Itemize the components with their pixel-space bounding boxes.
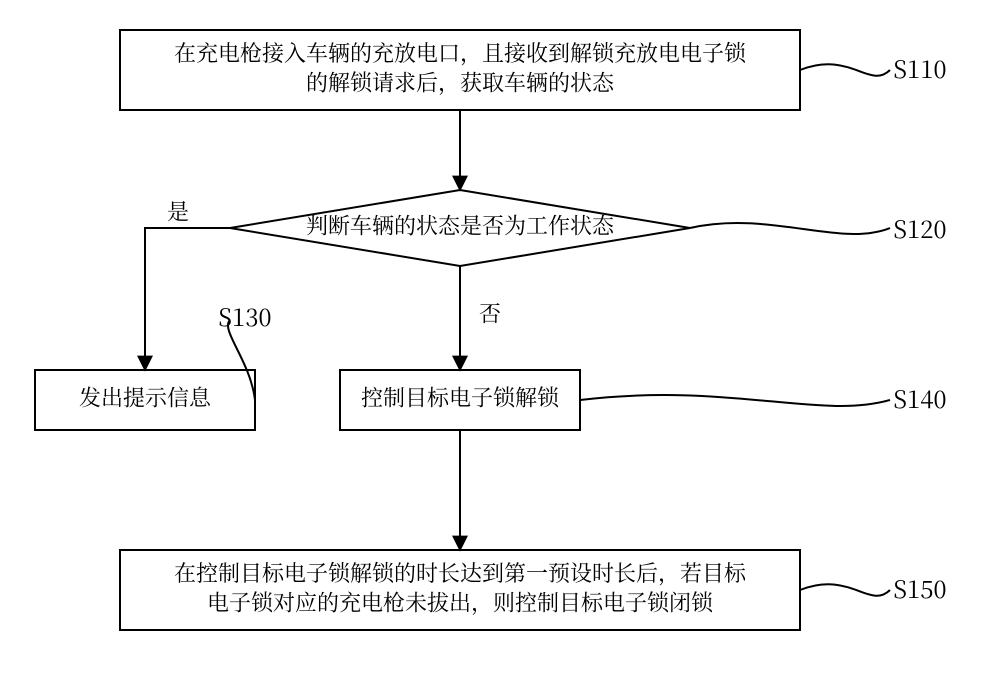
step-label-s130: S130 [218,298,271,333]
step-label-s110: S110 [893,50,946,85]
svg-text:在控制目标电子锁解锁的时长达到第一预设时长后，若目标: 在控制目标电子锁解锁的时长达到第一预设时长后，若目标 [174,557,747,588]
svg-text:电子锁对应的充电枪未拔出，则控制目标电子锁闭锁: 电子锁对应的充电枪未拔出，则控制目标电子锁闭锁 [207,587,714,618]
label-connector-0 [800,64,890,76]
edge-s120-s130 [145,228,230,370]
svg-text:判断车辆的状态是否为工作状态: 判断车辆的状态是否为工作状态 [306,210,615,241]
node-s120: 判断车辆的状态是否为工作状态 S120 [230,190,947,266]
svg-text:在充电枪接入车辆的充放电口，且接收到解锁充放电电子锁: 在充电枪接入车辆的充放电口，且接收到解锁充放电电子锁 [174,37,747,68]
label-connector-3 [580,395,890,406]
node-s110: 在充电枪接入车辆的充放电口，且接收到解锁充放电电子锁的解锁请求后，获取车辆的状态… [120,30,947,110]
node-s130: 发出提示信息 S130 [35,298,272,430]
edge-label-s120-s140: 否 [479,298,501,329]
svg-text:控制目标电子锁解锁: 控制目标电子锁解锁 [361,382,560,413]
svg-text:的解锁请求后，获取车辆的状态: 的解锁请求后，获取车辆的状态 [306,67,615,98]
step-label-s120: S120 [893,210,946,245]
step-label-s140: S140 [893,380,946,415]
node-s140: 控制目标电子锁解锁 S140 [340,370,947,430]
label-connector-4 [800,584,890,596]
edge-label-s120-s130: 是 [167,196,189,227]
label-connector-1 [690,223,890,234]
step-label-s150: S150 [893,570,946,605]
svg-text:发出提示信息: 发出提示信息 [79,382,212,413]
node-s150: 在控制目标电子锁解锁的时长达到第一预设时长后，若目标电子锁对应的充电枪未拔出，则… [120,550,947,630]
